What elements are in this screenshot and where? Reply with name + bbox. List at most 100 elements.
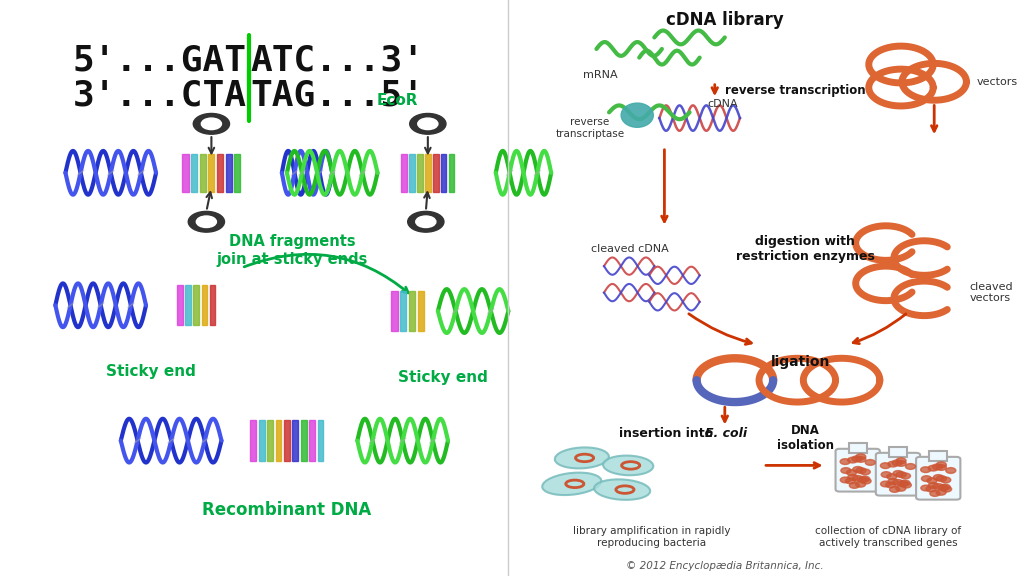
Bar: [275, 420, 282, 461]
Circle shape: [893, 479, 903, 485]
Circle shape: [936, 490, 946, 495]
Circle shape: [928, 465, 938, 471]
Bar: [293, 420, 298, 461]
Text: E. coli: E. coli: [705, 427, 746, 439]
Circle shape: [941, 486, 951, 492]
Text: mRNA: mRNA: [583, 70, 617, 80]
Circle shape: [896, 486, 906, 491]
Bar: [210, 285, 215, 325]
Bar: [889, 447, 907, 457]
Text: 5'...GAT: 5'...GAT: [73, 43, 247, 78]
Text: 3'...CTA: 3'...CTA: [73, 78, 247, 112]
Bar: [284, 420, 290, 461]
Circle shape: [847, 469, 856, 475]
Text: reverse
transcriptase: reverse transcriptase: [555, 117, 625, 139]
Circle shape: [881, 463, 891, 468]
Text: vectors: vectors: [977, 77, 1018, 87]
Bar: [225, 154, 231, 191]
Bar: [194, 285, 199, 325]
Circle shape: [933, 483, 943, 489]
Circle shape: [841, 468, 851, 473]
Circle shape: [852, 456, 862, 462]
Circle shape: [932, 464, 942, 470]
Circle shape: [896, 472, 906, 478]
Circle shape: [886, 482, 896, 488]
Circle shape: [881, 481, 891, 487]
Text: library amplification in rapidly
reproducing bacteria: library amplification in rapidly reprodu…: [572, 526, 730, 548]
Circle shape: [856, 468, 866, 473]
Text: EcoR: EcoR: [377, 93, 419, 108]
Bar: [409, 291, 415, 331]
Bar: [401, 154, 407, 191]
Text: cleaved cDNA: cleaved cDNA: [591, 244, 669, 254]
FancyBboxPatch shape: [916, 457, 961, 499]
Circle shape: [857, 477, 867, 483]
Bar: [400, 291, 407, 331]
Circle shape: [888, 461, 898, 467]
Circle shape: [418, 118, 438, 130]
Circle shape: [841, 477, 850, 483]
Bar: [849, 443, 866, 453]
Bar: [259, 420, 264, 461]
Bar: [425, 154, 431, 191]
Bar: [417, 154, 423, 191]
Ellipse shape: [543, 473, 601, 495]
Circle shape: [898, 481, 908, 487]
Bar: [217, 154, 223, 191]
Bar: [202, 285, 207, 325]
Circle shape: [888, 479, 898, 484]
Circle shape: [840, 458, 850, 464]
Bar: [208, 154, 214, 191]
Bar: [433, 154, 438, 191]
Bar: [929, 451, 947, 461]
FancyBboxPatch shape: [836, 449, 880, 491]
Circle shape: [928, 483, 938, 488]
Text: © 2012 Encyclopædia Britannica, Inc.: © 2012 Encyclopædia Britannica, Inc.: [626, 560, 823, 571]
Ellipse shape: [622, 103, 653, 127]
Bar: [391, 291, 397, 331]
Circle shape: [853, 475, 862, 481]
Circle shape: [936, 462, 946, 468]
Circle shape: [202, 118, 221, 130]
Text: Sticky end: Sticky end: [398, 370, 487, 385]
Bar: [177, 285, 183, 325]
Circle shape: [853, 467, 863, 472]
Circle shape: [930, 491, 940, 497]
Bar: [251, 420, 256, 461]
Bar: [449, 154, 455, 191]
Bar: [410, 154, 415, 191]
Bar: [182, 154, 188, 191]
Circle shape: [408, 211, 444, 232]
Circle shape: [900, 480, 910, 486]
Circle shape: [892, 460, 902, 466]
Circle shape: [860, 476, 869, 482]
Text: Sticky end: Sticky end: [106, 364, 196, 379]
Circle shape: [846, 478, 855, 484]
Text: cDNA: cDNA: [708, 98, 738, 109]
Circle shape: [856, 457, 866, 463]
Circle shape: [921, 467, 931, 472]
Circle shape: [905, 464, 915, 469]
Text: cDNA library: cDNA library: [666, 11, 783, 29]
Circle shape: [848, 457, 858, 463]
Circle shape: [860, 469, 870, 475]
FancyBboxPatch shape: [876, 453, 921, 495]
Text: ATC...3': ATC...3': [251, 43, 425, 78]
Text: reverse transcription: reverse transcription: [725, 84, 865, 97]
Circle shape: [936, 465, 946, 471]
Text: insertion into: insertion into: [620, 427, 718, 439]
Bar: [191, 154, 198, 191]
Circle shape: [941, 477, 951, 483]
Bar: [234, 154, 241, 191]
Circle shape: [856, 454, 866, 460]
Bar: [185, 285, 191, 325]
Circle shape: [937, 476, 946, 482]
Circle shape: [926, 486, 936, 492]
Ellipse shape: [594, 479, 650, 500]
Bar: [441, 154, 446, 191]
Circle shape: [194, 113, 229, 134]
Circle shape: [890, 487, 900, 492]
Circle shape: [188, 211, 224, 232]
Text: TAG...5': TAG...5': [251, 78, 425, 112]
Circle shape: [848, 475, 858, 480]
